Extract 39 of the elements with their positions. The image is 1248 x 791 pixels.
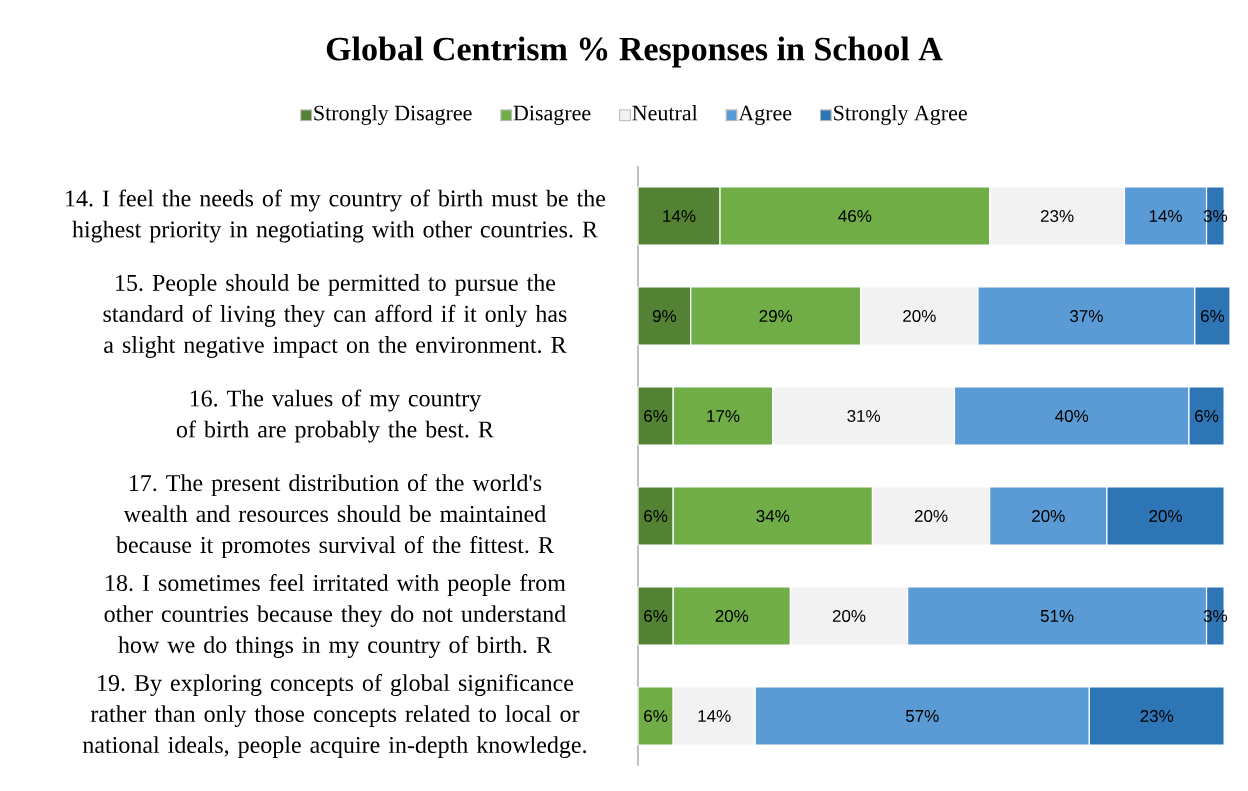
data-label: 40% (1055, 409, 1089, 422)
data-label: 14% (663, 210, 696, 222)
data-label: 14% (1149, 210, 1182, 222)
data-label: 6% (644, 509, 668, 522)
legend-label: Neutral (632, 105, 698, 121)
data-label: 20% (1149, 509, 1182, 522)
data-label: 6% (1195, 409, 1219, 422)
y-tick-label: 19. By exploring concepts of global significance rather than only those concepts related to local or national ideals, people acquire in-depth knowledge. (82, 673, 586, 759)
y-tick-label: 14. I feel the needs of my country of birth must be the highest priority in negotiating with other countries. R (66, 189, 606, 243)
legend-label: Strongly Disagree (314, 105, 472, 125)
y-tick-label: 16. The values of my country of birth are probably the best. R (176, 389, 494, 443)
data-label: 46% (838, 209, 872, 222)
y-tick-label: 15. People should be permitted to pursue the standard of living they can afford if it only has a slight negative impact on the environment. R (103, 274, 567, 358)
data-label: 6% (644, 409, 668, 422)
chart-title: Global Centrism % Responses in School A (326, 36, 943, 68)
data-label: 29% (759, 309, 793, 322)
data-label: 23% (1140, 709, 1174, 722)
data-label: 57% (905, 710, 939, 722)
data-label: 14% (698, 710, 731, 722)
data-label: 20% (914, 509, 948, 522)
data-label: 23% (1040, 209, 1074, 222)
data-label: 6% (644, 609, 668, 622)
y-tick-label: 17. The present distribution of the world's wealth and resources should be maintained because it promotes survival of the fittest. R (115, 473, 554, 558)
legend-label: Agree (738, 105, 792, 125)
data-label: 20% (903, 309, 936, 322)
data-label: 6% (1201, 309, 1225, 322)
data-label: 20% (715, 609, 749, 622)
data-label: 6% (644, 709, 668, 722)
data-label: 51% (1040, 610, 1074, 622)
legend-label: Strongly Agree (834, 105, 967, 125)
data-label: 9% (652, 309, 677, 322)
y-tick-label: 18. I sometimes feel irritated with people from other countries because they do not understand how we do things in my country of birth. R (104, 573, 566, 659)
legend-label: Disagree (513, 105, 591, 125)
data-label: 20% (1032, 509, 1065, 522)
data-label: 31% (847, 409, 881, 422)
data-label: 20% (832, 609, 866, 622)
data-label: 17% (707, 410, 740, 422)
data-label: 37% (1070, 309, 1103, 322)
data-label: 34% (756, 509, 790, 522)
